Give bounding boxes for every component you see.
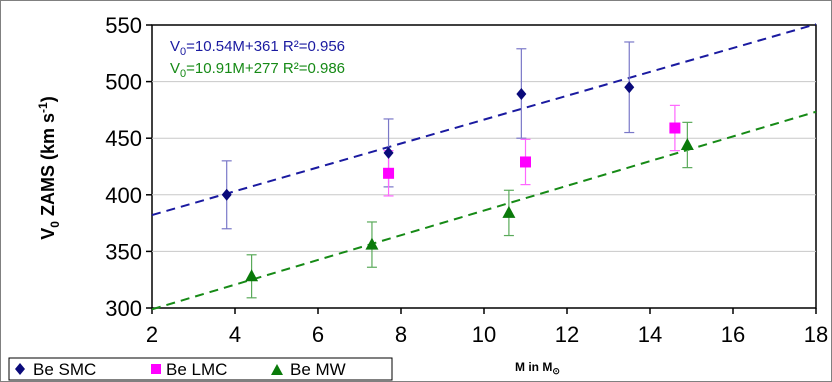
legend-marker-smc: [15, 363, 25, 375]
legend-label-lmc: Be LMC: [166, 360, 227, 379]
y-tick-label: 350: [105, 239, 142, 264]
x-tick-label: 2: [146, 322, 158, 347]
x-tick-label: 10: [472, 322, 496, 347]
fit-equation-smc: V0=10.54M+361 R²=0.956: [170, 38, 345, 58]
data-point-lmc: [383, 167, 395, 179]
x-tick-label: 8: [395, 322, 407, 347]
y-tick-label: 400: [105, 183, 142, 208]
x-tick-label: 12: [555, 322, 579, 347]
data-point-mw: [245, 269, 259, 282]
grid-layer: [146, 24, 817, 314]
y-tick-label: 450: [105, 126, 142, 151]
legend-marker-lmc: [151, 364, 161, 374]
y-tick-label: 550: [105, 13, 142, 38]
x-tick-label: 16: [721, 322, 745, 347]
y-tick-label: 500: [105, 70, 142, 95]
data-point-smc: [516, 88, 527, 101]
legend-label-mw: Be MW: [290, 360, 346, 379]
data-point-mw: [365, 237, 379, 250]
fit-lines: [151, 23, 817, 311]
x-tick-label: 14: [638, 322, 662, 347]
data-markers: [221, 81, 694, 282]
x-tick-label: 4: [229, 322, 241, 347]
plot-area: [151, 24, 817, 309]
data-point-mw: [502, 205, 516, 218]
data-point-smc: [221, 188, 232, 201]
x-axis-label: M in M⊙: [515, 360, 560, 376]
legend: Be SMC Be LMC Be MW: [8, 357, 393, 381]
data-point-mw: [680, 137, 694, 150]
data-point-lmc: [669, 122, 681, 134]
fit-line-mw: [151, 110, 817, 311]
x-tick-label: 18: [804, 322, 828, 347]
data-point-smc: [624, 81, 635, 94]
x-tick-label: 6: [312, 322, 324, 347]
data-point-smc: [383, 146, 394, 159]
fit-line-smc: [151, 23, 817, 217]
fit-equation-mw: V0=10.91M+277 R²=0.986: [170, 60, 345, 80]
data-point-lmc: [520, 156, 531, 168]
legend-marker-mw: [271, 364, 283, 375]
y-tick-label: 300: [105, 296, 142, 321]
tick-labels: 300 350 400 450 500 550 2 4 6 8 10 12 14 16 18: [105, 13, 828, 347]
legend-label-smc: Be SMC: [33, 360, 96, 379]
y-axis-label: V0 ZAMS (km s-1): [36, 96, 62, 239]
legend-box: [8, 357, 393, 381]
